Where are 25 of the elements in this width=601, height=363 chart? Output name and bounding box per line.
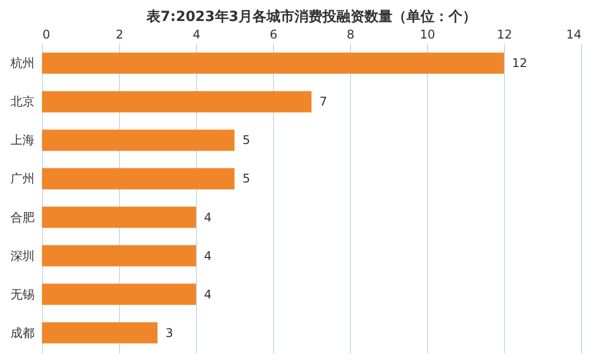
data-label: 4	[204, 210, 212, 224]
x-tick-label: 4	[192, 28, 200, 42]
x-tick-label: 0	[42, 28, 50, 42]
y-tick-label: 北京	[10, 94, 34, 109]
data-label: 4	[204, 287, 212, 302]
y-tick-label: 深圳	[10, 248, 34, 263]
x-tick-label: 10	[420, 28, 436, 42]
data-label: 5	[242, 172, 250, 186]
y-tick-label: 无锡	[10, 287, 34, 302]
chart-title: 表7:2023年3月各城市消费投融资数量（单位：个）	[145, 8, 477, 25]
data-label: 5	[242, 133, 250, 148]
x-tick-label: 8	[346, 28, 354, 42]
y-tick-label: 广州	[10, 172, 34, 186]
y-tick-label: 上海	[10, 133, 34, 148]
x-tick-label: 6	[270, 28, 278, 42]
data-label: 7	[320, 94, 328, 109]
data-label: 4	[204, 248, 212, 263]
x-tick-label: 2	[116, 28, 124, 42]
x-tick-label: 14	[566, 28, 582, 42]
y-tick-label: 合肥	[10, 210, 34, 224]
y-tick-label: 杭州	[10, 56, 34, 70]
data-label: 3	[166, 326, 174, 340]
data-label: 12	[512, 56, 528, 70]
y-tick-label: 成都	[10, 326, 34, 340]
x-tick-label: 12	[496, 28, 512, 42]
